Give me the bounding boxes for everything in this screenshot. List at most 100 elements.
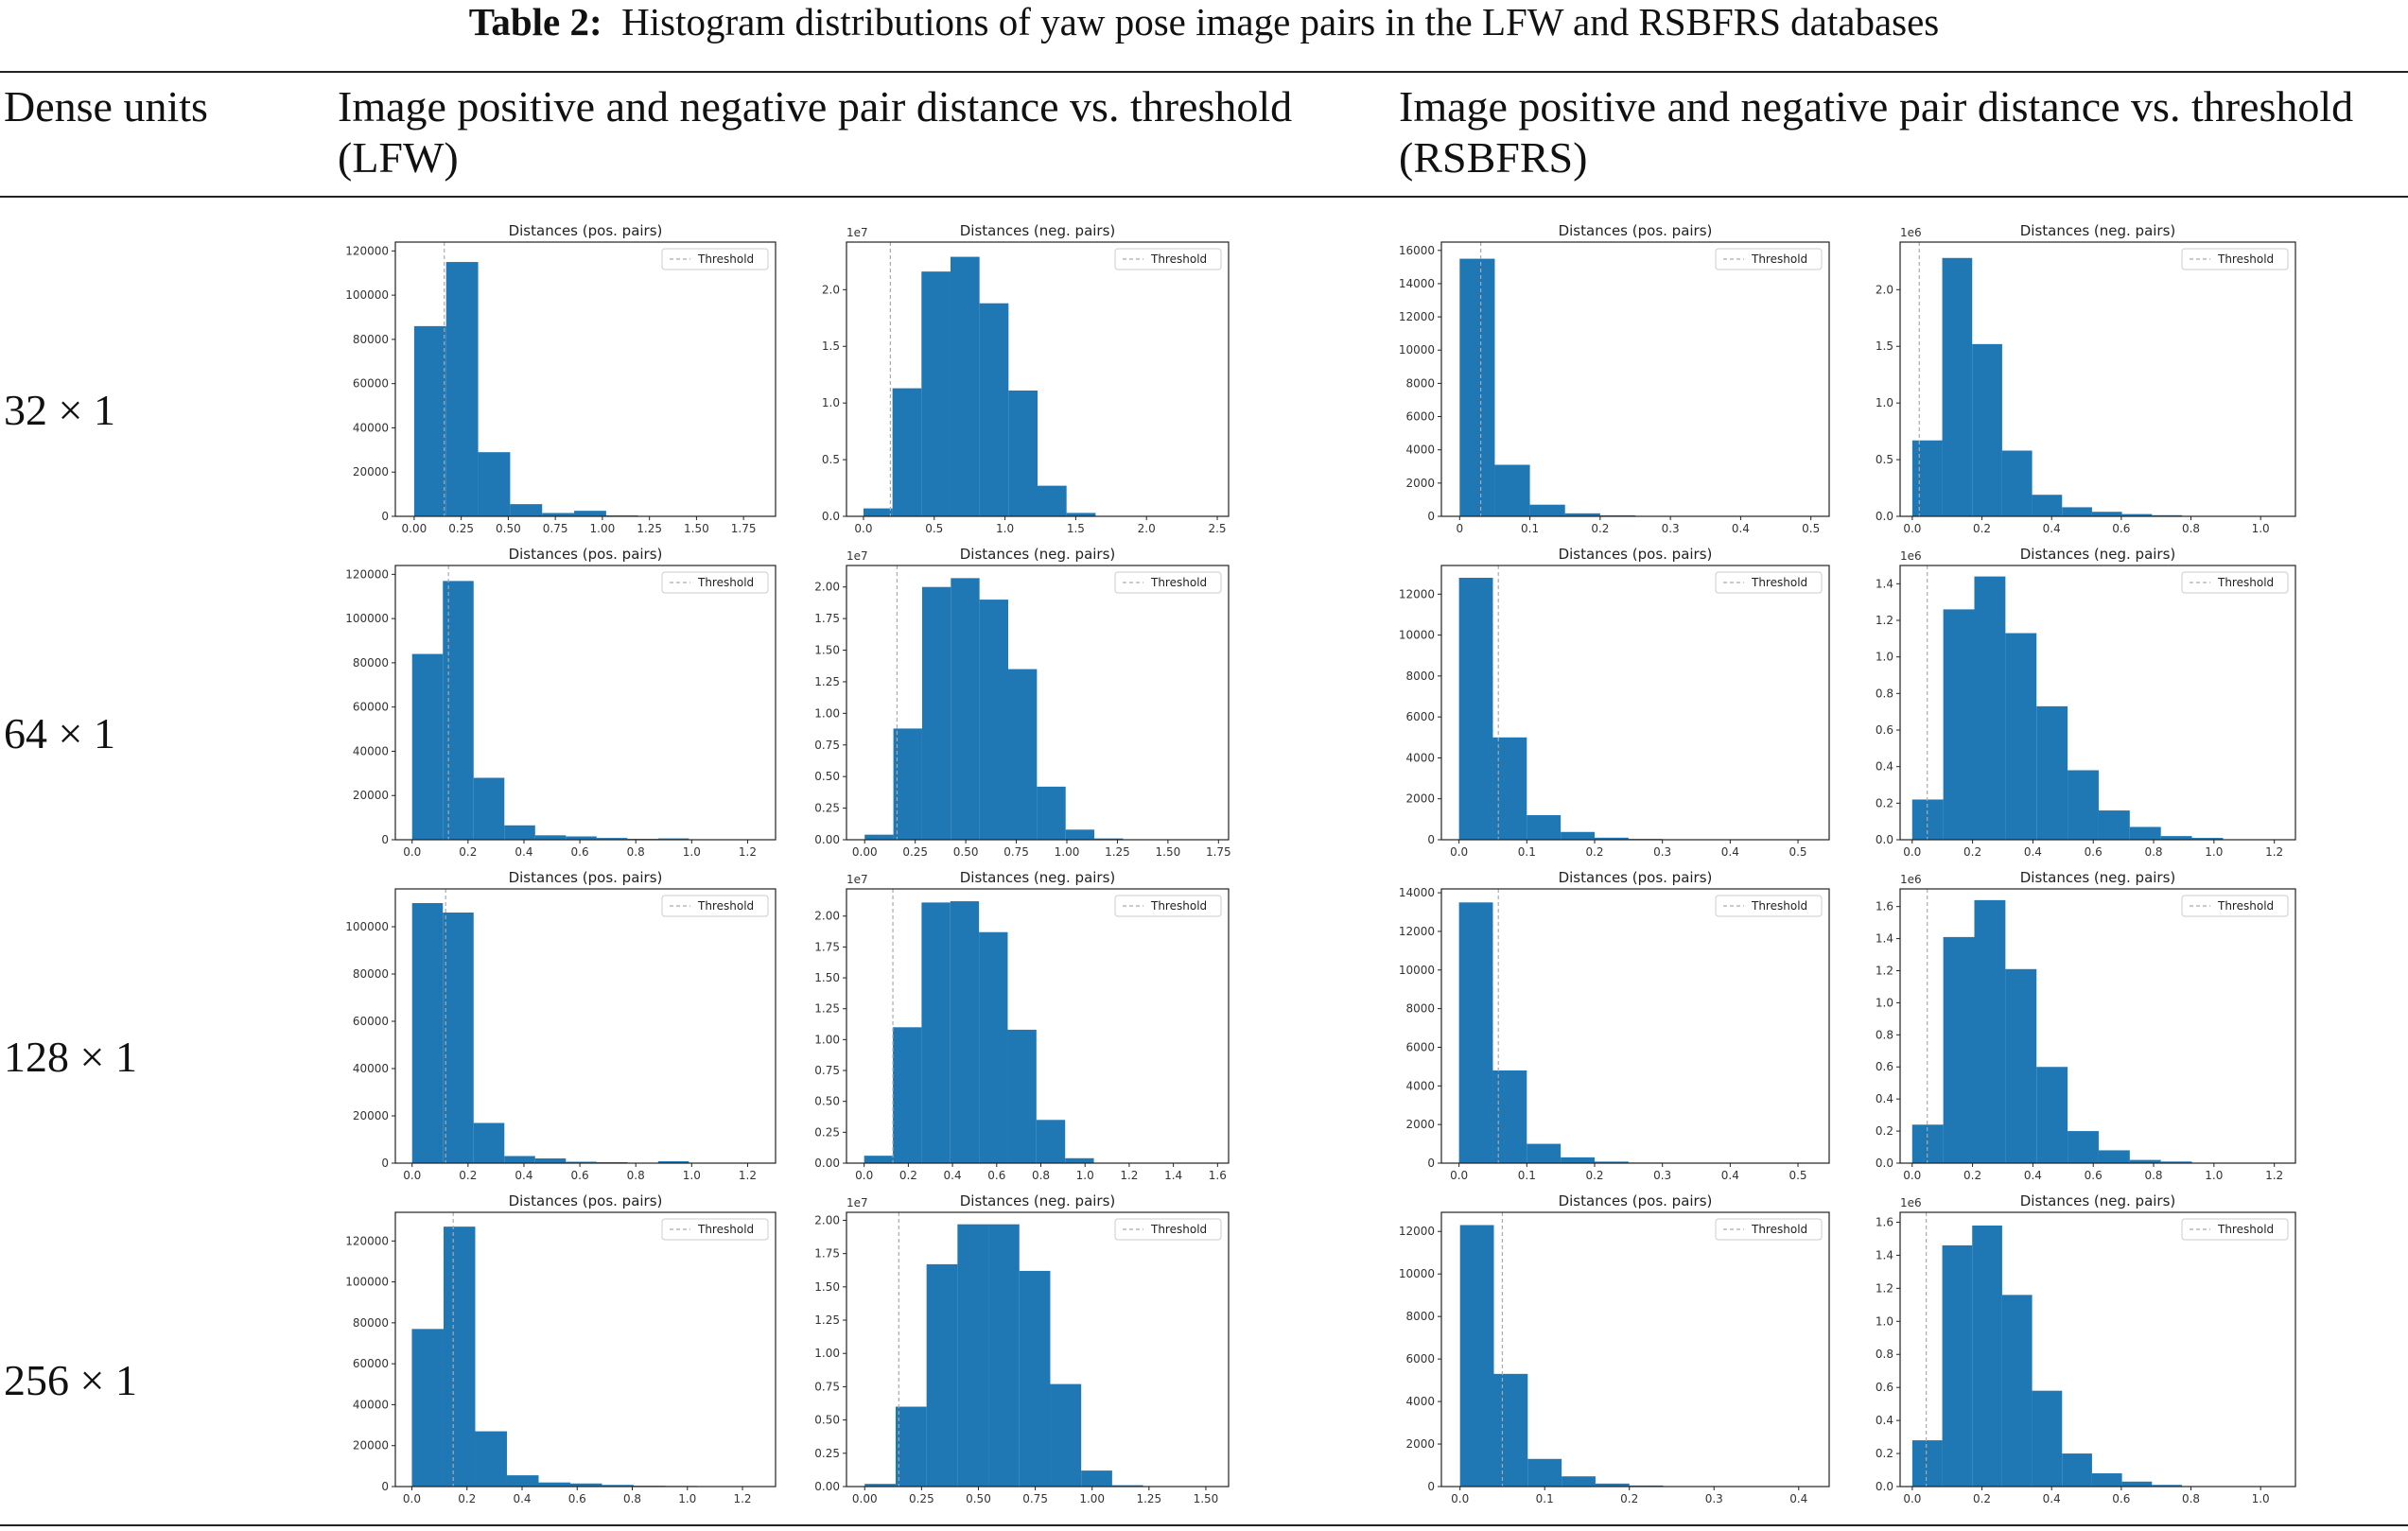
histogram-bar	[1595, 1483, 1630, 1487]
histogram-r3-c1: Distances (neg. pairs) 1e7 0.00 0.25 0.50 0.7…	[814, 1192, 1230, 1505]
y-tick-label: 2.00	[814, 1213, 840, 1227]
y-tick-label: 1.4	[1876, 932, 1893, 946]
legend-box	[1114, 571, 1222, 594]
histogram-bar	[602, 1485, 634, 1487]
legend: Threshold	[1114, 1218, 1222, 1241]
legend: Threshold	[1114, 248, 1222, 270]
histogram-bar	[892, 388, 922, 516]
table-bottom-rule	[0, 1524, 2408, 1526]
y-tick-label: 60000	[353, 377, 389, 391]
scale-offset-label: 1e6	[1900, 226, 1922, 239]
histogram-bar	[1008, 669, 1038, 840]
y-tick-label: 0	[381, 1157, 389, 1170]
histogram-bar	[2068, 770, 2099, 840]
x-tick-label: 1.50	[1194, 1492, 1219, 1505]
histogram-bar	[596, 838, 628, 840]
histogram-bar	[921, 271, 951, 516]
scale-offset-label: 1e6	[1900, 873, 1922, 886]
y-tick-label: 1.4	[1876, 577, 1893, 590]
axes-frame	[846, 888, 1230, 1164]
axes-frame	[1440, 241, 1830, 517]
x-tick-label: 1.0	[996, 522, 1014, 535]
plot-title: Distances (neg. pairs)	[2020, 222, 2176, 239]
histogram-r2-c3: Distances (neg. pairs) 1e6 0.0 0.2 0.4 0.6 0.8…	[1876, 869, 2296, 1182]
y-tick-label: 0.2	[1876, 1124, 1893, 1138]
y-tick-label: 10000	[1399, 964, 1435, 977]
y-tick-label: 0.6	[1876, 1381, 1893, 1394]
histogram-bar	[1065, 829, 1095, 840]
legend-label: Threshold	[1751, 576, 1807, 589]
histogram-bar	[1458, 902, 1493, 1163]
y-tick-label: 10000	[1399, 1267, 1435, 1280]
plot-title: Distances (pos. pairs)	[509, 1192, 663, 1209]
y-tick-label: 4000	[1405, 751, 1435, 764]
histogram-bar	[1942, 1244, 1973, 1487]
legend: Threshold	[2181, 248, 2289, 270]
x-tick-label: 1.2	[2265, 1169, 2283, 1182]
x-tick-label: 2.5	[1208, 522, 1226, 535]
x-tick-label: 1.75	[1206, 845, 1231, 859]
plot-title: Distances (neg. pairs)	[960, 869, 1116, 886]
x-tick-label: 1.00	[1079, 1492, 1105, 1505]
histogram-r0-c3: Distances (neg. pairs) 1e6 0.0 0.2 0.4 0.6 0.8…	[1876, 222, 2296, 535]
y-tick-label: 0	[1427, 1157, 1435, 1170]
legend-box	[1715, 248, 1823, 270]
y-tick-label: 1.5	[1876, 339, 1893, 353]
y-tick-label: 1.2	[1876, 964, 1893, 977]
y-tick-label: 12000	[1399, 1225, 1435, 1238]
x-tick-label: 0.4	[1721, 845, 1739, 859]
y-tick-label: 40000	[353, 421, 389, 434]
y-tick-label: 2.0	[822, 283, 840, 296]
x-tick-label: 0.6	[571, 845, 589, 859]
x-tick-label: 0.2	[899, 1169, 917, 1182]
y-tick-label: 1.50	[814, 1280, 840, 1294]
x-tick-label: 0.4	[944, 1169, 962, 1182]
legend-label: Threshold	[1150, 899, 1207, 913]
y-tick-label: 1.00	[814, 1347, 840, 1360]
histogram-bar	[473, 777, 505, 840]
histogram-bar	[957, 1224, 989, 1487]
x-tick-label: 1.2	[1120, 1169, 1138, 1182]
histogram-bar	[411, 653, 444, 840]
plot-title: Distances (pos. pairs)	[1559, 546, 1713, 563]
x-tick-label: 1.0	[1076, 1169, 1094, 1182]
axes-frame	[1440, 565, 1830, 841]
legend: Threshold	[661, 571, 769, 594]
legend: Threshold	[1715, 895, 1823, 917]
x-tick-label: 0.6	[987, 1169, 1005, 1182]
x-tick-label: 0.0	[1903, 522, 1921, 535]
y-tick-label: 14000	[1399, 277, 1435, 290]
scale-offset-label: 1e7	[846, 873, 868, 886]
y-tick-label: 0	[381, 833, 389, 846]
histogram-bar	[542, 513, 575, 516]
y-tick-label: 0	[381, 510, 389, 523]
axes-frame	[394, 241, 776, 517]
histogram-bar	[921, 586, 951, 840]
histogram-bar	[979, 600, 1009, 840]
histogram-r1-c0: Distances (pos. pairs) 0.0 0.2 0.4 0.6 0.8 1.0…	[345, 546, 776, 859]
y-tick-label: 16000	[1399, 244, 1435, 257]
x-tick-label: 0.0	[1903, 1492, 1921, 1505]
histogram-r2-c0: Distances (pos. pairs) 0.0 0.2 0.4 0.6 0.8 1.0…	[345, 869, 776, 1182]
histogram-bar	[1943, 609, 1975, 840]
x-tick-label: 0	[1456, 522, 1463, 535]
histogram-bar	[1459, 1225, 1494, 1487]
histogram-bar	[1094, 838, 1124, 840]
y-tick-label: 2.00	[814, 910, 840, 923]
y-tick-label: 0.0	[1876, 510, 1893, 523]
y-tick-label: 1.0	[1876, 1314, 1893, 1328]
y-tick-label: 1.2	[1876, 1281, 1893, 1295]
scale-offset-label: 1e6	[1900, 1196, 1922, 1209]
plot-title: Distances (pos. pairs)	[509, 869, 663, 886]
x-tick-label: 1.4	[1164, 1169, 1182, 1182]
legend-label: Threshold	[1751, 1223, 1807, 1236]
legend-label: Threshold	[697, 252, 754, 266]
x-tick-label: 0.75	[543, 522, 568, 535]
histogram-bar	[951, 578, 980, 840]
scale-offset-label: 1e7	[846, 1196, 868, 1209]
histogram-bar	[478, 452, 511, 516]
histogram-bar	[566, 1161, 597, 1163]
histogram-bar	[1527, 815, 1562, 840]
histogram-bar	[443, 913, 474, 1163]
legend-box	[661, 1218, 769, 1241]
